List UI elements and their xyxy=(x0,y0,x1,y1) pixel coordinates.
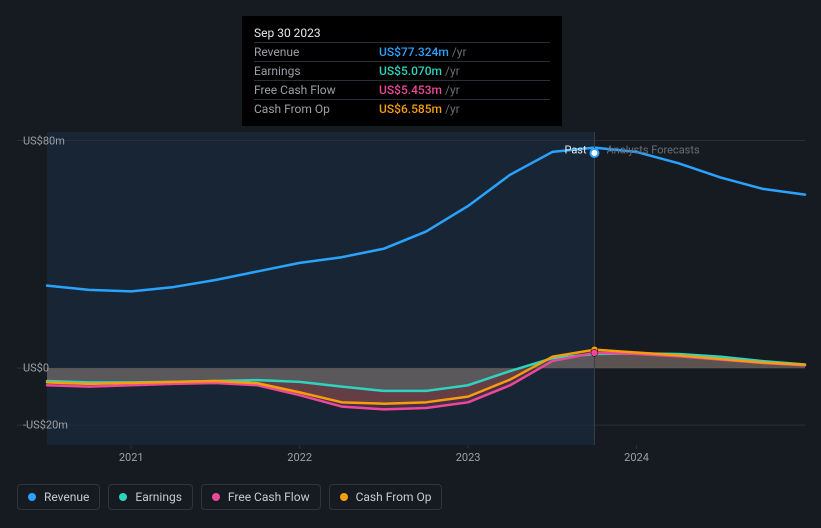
legend-item-free-cash-flow[interactable]: Free Cash Flow xyxy=(201,484,321,510)
x-tick-label: 2022 xyxy=(287,451,312,464)
tooltip-suffix: /yr xyxy=(445,64,460,78)
legend-label: Revenue xyxy=(44,490,89,504)
tooltip-metric-value: US$77.324m xyxy=(379,45,449,59)
legend-dot xyxy=(340,493,348,501)
legend-item-earnings[interactable]: Earnings xyxy=(108,484,193,510)
legend-label: Earnings xyxy=(135,490,182,504)
chart-legend: Revenue Earnings Free Cash Flow Cash From O… xyxy=(17,484,442,510)
legend-dot xyxy=(28,493,36,501)
tooltip-metric-label: Cash From Op xyxy=(254,102,379,116)
tooltip-metric-value: US$6.585m xyxy=(379,102,442,116)
forecast-label: Analysts Forecasts xyxy=(606,144,699,157)
tooltip-row: EarningsUS$5.070m/yr xyxy=(254,61,550,80)
tooltip-suffix: /yr xyxy=(452,45,467,59)
x-tick-label: 2021 xyxy=(119,451,144,464)
tooltip-metric-label: Earnings xyxy=(254,64,379,78)
tooltip-row: Cash From OpUS$6.585m/yr xyxy=(254,99,550,118)
tooltip-metric-value: US$5.070m xyxy=(379,64,442,78)
tooltip-suffix: /yr xyxy=(445,102,460,116)
y-tick-label: -US$20m xyxy=(23,419,68,432)
legend-label: Free Cash Flow xyxy=(228,490,310,504)
tooltip-metric-label: Revenue xyxy=(254,45,379,59)
x-tick-label: 2024 xyxy=(624,451,649,464)
tooltip-row: Free Cash FlowUS$5.453m/yr xyxy=(254,80,550,99)
legend-dot xyxy=(212,493,220,501)
tooltip-date: Sep 30 2023 xyxy=(254,26,321,40)
y-tick-label: US$80m xyxy=(23,134,65,147)
financial-chart: US$80mUS$0-US$20m 2021202220232024 Past … xyxy=(0,0,821,524)
tooltip-metric-label: Free Cash Flow xyxy=(254,83,379,97)
tooltip-row: RevenueUS$77.324m/yr xyxy=(254,42,550,61)
past-label: Past xyxy=(564,144,586,157)
legend-item-revenue[interactable]: Revenue xyxy=(17,484,100,510)
chart-tooltip: Sep 30 2023 RevenueUS$77.324m/yrEarnings… xyxy=(242,16,562,126)
legend-item-cash-from-op[interactable]: Cash From Op xyxy=(329,484,443,510)
y-tick-label: US$0 xyxy=(23,362,49,375)
tooltip-suffix: /yr xyxy=(445,83,460,97)
legend-label: Cash From Op xyxy=(356,490,432,504)
x-tick-label: 2023 xyxy=(456,451,481,464)
tooltip-metric-value: US$5.453m xyxy=(379,83,442,97)
legend-dot xyxy=(119,493,127,501)
